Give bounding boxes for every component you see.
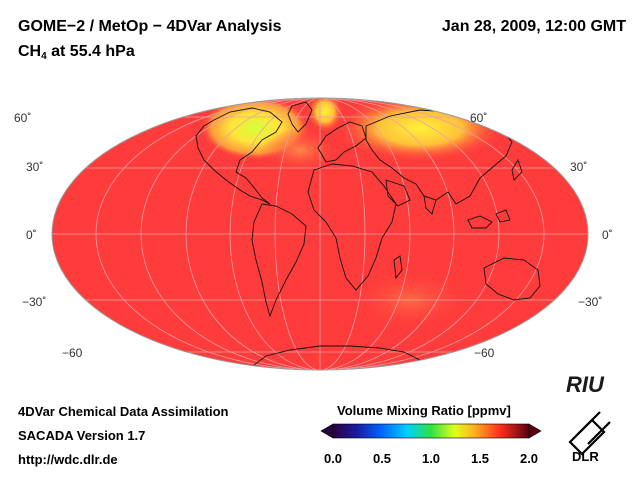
dlr-logo-mark xyxy=(568,411,611,456)
subtitle-subscript: 4 xyxy=(41,51,47,62)
lat-label-left-minus60: −60 xyxy=(62,346,83,360)
lat-label-left-30: 30˚ xyxy=(26,160,44,174)
lat-label-right-minus30: −30˚ xyxy=(578,295,603,309)
colorbar-tick-1: 0.5 xyxy=(372,451,392,466)
riu-logo: RIU xyxy=(566,372,604,397)
lat-label-right-0: 0˚ xyxy=(602,228,613,242)
lat-label-left-0: 0˚ xyxy=(26,228,37,242)
colorbar-over-arrow xyxy=(528,423,542,439)
footer-url: http://wdc.dlr.de xyxy=(18,452,118,467)
footer-version: SACADA Version 1.7 xyxy=(18,428,146,443)
map-border xyxy=(51,97,589,371)
date-time: Jan 28, 2009, 12:00 GMT xyxy=(441,18,626,35)
lat-label-left-60: 60˚ xyxy=(14,111,32,125)
colorbar-tick-2: 1.0 xyxy=(421,451,441,466)
dlr-logo-text: DLR xyxy=(572,449,599,464)
lat-label-left-minus30: −30˚ xyxy=(22,295,47,309)
colorbar-gradient xyxy=(332,423,530,439)
colorbar-title: Volume Mixing Ratio [ppmv] xyxy=(337,403,511,418)
colorbar-tick-3: 1.5 xyxy=(470,451,490,466)
colorbar-tick-0: 0.0 xyxy=(323,451,343,466)
footer-assimilation: 4DVar Chemical Data Assimilation xyxy=(18,404,229,419)
lat-label-right-minus60: −60 xyxy=(474,346,495,360)
colorbar-tick-4: 2.0 xyxy=(519,451,539,466)
lat-label-right-30: 30˚ xyxy=(570,160,588,174)
graticule xyxy=(52,98,588,370)
subtitle-level: at 55.4 hPa xyxy=(46,43,135,60)
colorbar xyxy=(320,423,542,439)
map-subtitle: CH4 at 55.4 hPa xyxy=(18,43,135,62)
lat-label-right-60: 60˚ xyxy=(470,111,488,125)
page-title: GOME−2 / MetOp − 4DVar Analysis xyxy=(18,18,282,35)
colorbar-under-arrow xyxy=(320,423,334,439)
subtitle-species: CH xyxy=(18,43,42,60)
